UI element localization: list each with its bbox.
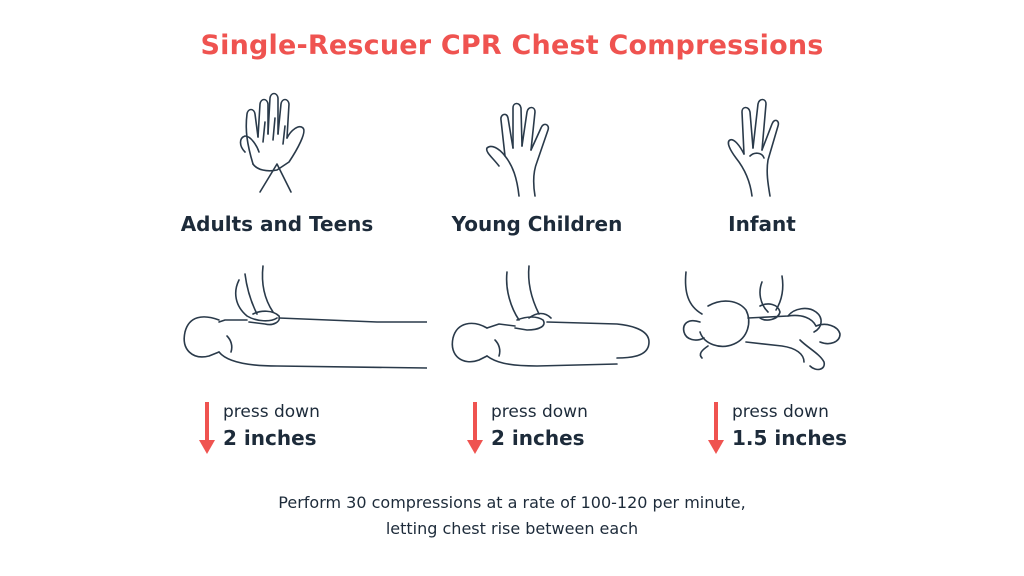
press-down-label: press down — [491, 402, 588, 422]
page-title: Single-Rescuer CPR Chest Compressions — [200, 30, 824, 61]
adults-teens-column: Adults and Teens press down 2 inches — [127, 0, 427, 576]
press-down-label: press down — [732, 402, 829, 422]
footer-line-1: Perform 30 compressions at a rate of 100… — [278, 493, 746, 512]
group-label: Adults and Teens — [180, 212, 374, 236]
depth-instruction: press down 1.5 inches — [708, 398, 928, 458]
group-label: Infant — [728, 212, 796, 236]
down-arrow-icon — [467, 402, 483, 454]
depth-value: 2 inches — [491, 426, 585, 450]
adult-chest-compression-icon — [183, 265, 427, 369]
down-arrow-icon — [708, 402, 724, 454]
one-hand-icon — [485, 102, 550, 197]
press-down-label: press down — [223, 402, 320, 422]
two-hands-interlocked-icon — [239, 92, 305, 193]
depth-instruction: press down 2 inches — [199, 398, 419, 458]
footer-instruction: Perform 30 compressions at a rate of 100… — [0, 490, 1024, 542]
infant-chest-compression-icon — [682, 271, 841, 371]
child-chest-compression-icon — [451, 265, 650, 367]
depth-value: 2 inches — [223, 426, 317, 450]
down-arrow-icon — [199, 402, 215, 454]
footer-line-2: letting chest rise between each — [385, 519, 639, 538]
depth-instruction: press down 2 inches — [467, 398, 687, 458]
young-children-column: Young Children press down 2 inches — [387, 0, 687, 576]
group-label: Young Children — [451, 212, 623, 236]
infant-column: Infant press down 1.5 inches — [612, 0, 912, 576]
depth-value: 1.5 inches — [732, 426, 848, 450]
two-fingers-icon — [727, 98, 780, 197]
